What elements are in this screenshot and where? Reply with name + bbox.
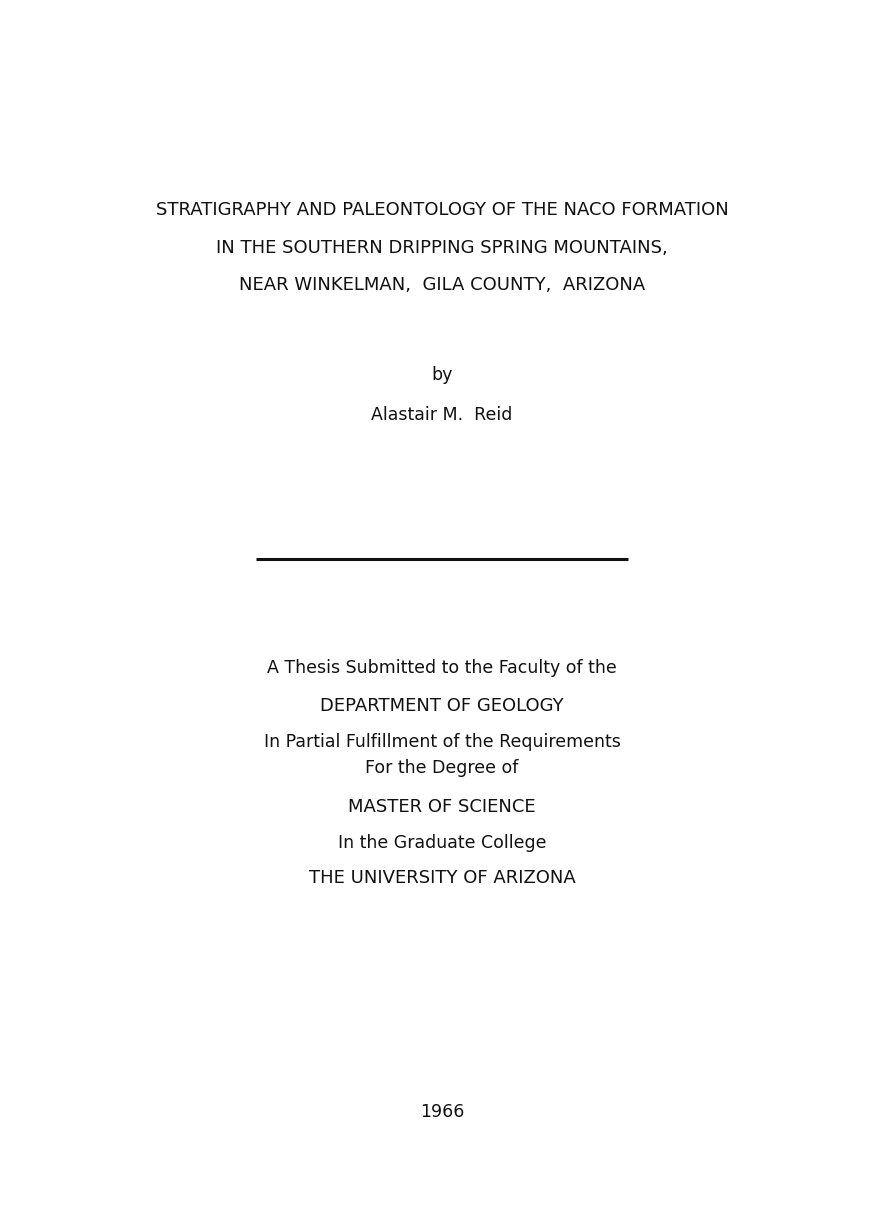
Text: In Partial Fulfillment of the Requirements: In Partial Fulfillment of the Requiremen…: [263, 734, 621, 751]
Text: STRATIGRAPHY AND PALEONTOLOGY OF THE NACO FORMATION: STRATIGRAPHY AND PALEONTOLOGY OF THE NAC…: [156, 201, 728, 218]
Text: For the Degree of: For the Degree of: [365, 759, 519, 776]
Text: DEPARTMENT OF GEOLOGY: DEPARTMENT OF GEOLOGY: [320, 698, 564, 714]
Text: MASTER OF SCIENCE: MASTER OF SCIENCE: [348, 798, 536, 815]
Text: 1966: 1966: [420, 1103, 464, 1120]
Text: Alastair M.  Reid: Alastair M. Reid: [371, 407, 513, 424]
Text: In the Graduate College: In the Graduate College: [338, 834, 546, 851]
Text: by: by: [431, 367, 453, 384]
Text: A Thesis Submitted to the Faculty of the: A Thesis Submitted to the Faculty of the: [267, 660, 617, 677]
Text: NEAR WINKELMAN,  GILA COUNTY,  ARIZONA: NEAR WINKELMAN, GILA COUNTY, ARIZONA: [239, 276, 645, 293]
Text: IN THE SOUTHERN DRIPPING SPRING MOUNTAINS,: IN THE SOUTHERN DRIPPING SPRING MOUNTAIN…: [216, 240, 668, 257]
Text: THE UNIVERSITY OF ARIZONA: THE UNIVERSITY OF ARIZONA: [309, 869, 575, 886]
